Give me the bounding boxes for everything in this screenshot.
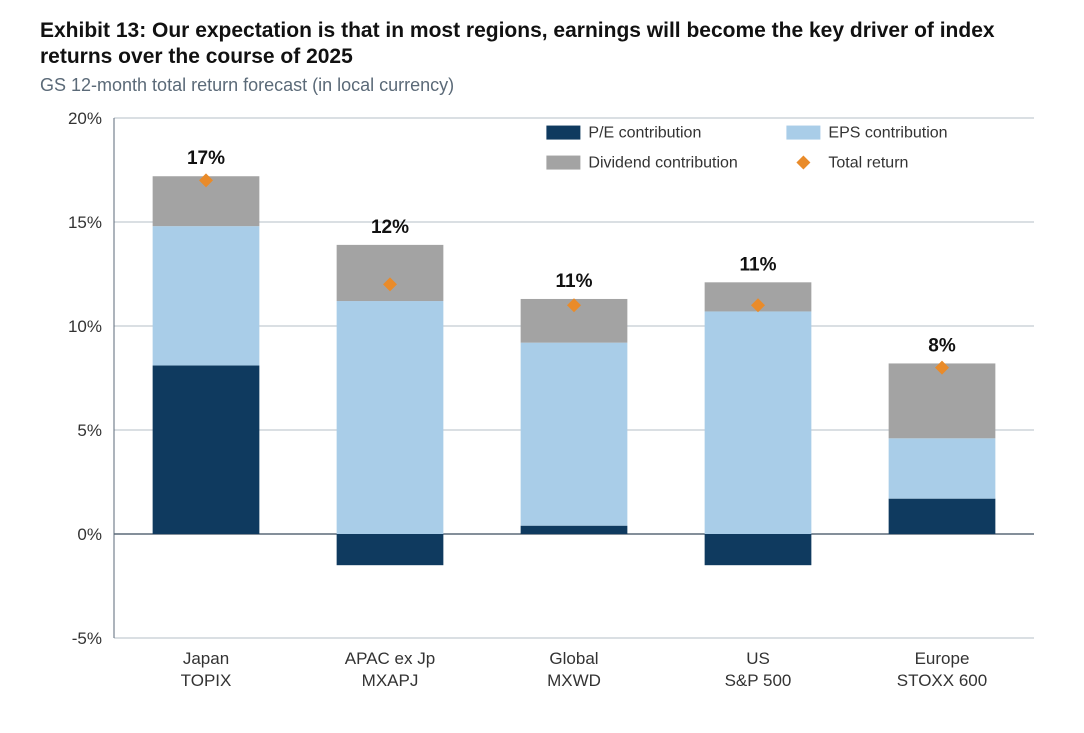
legend-marker-icon bbox=[796, 155, 810, 169]
bar-value-label: 17% bbox=[187, 148, 225, 169]
category-label: TOPIX bbox=[181, 671, 232, 690]
bar-value-label: 11% bbox=[556, 270, 593, 291]
bar-value-label: 8% bbox=[928, 335, 956, 356]
y-tick-label: 0% bbox=[77, 525, 102, 544]
bar-segment-div bbox=[889, 363, 996, 438]
exhibit-subtitle: GS 12-month total return forecast (in lo… bbox=[40, 75, 1044, 96]
bar-segment-pe bbox=[889, 498, 996, 533]
legend-swatch bbox=[786, 125, 820, 139]
exhibit-title: Exhibit 13: Our expectation is that in m… bbox=[40, 18, 1044, 71]
y-tick-label: 15% bbox=[68, 213, 102, 232]
legend-label: P/E contribution bbox=[588, 124, 701, 141]
y-tick-label: 5% bbox=[77, 421, 102, 440]
bar-segment-pe bbox=[153, 365, 260, 533]
bar-segment-eps bbox=[153, 226, 260, 365]
category-label: Europe bbox=[915, 649, 970, 668]
bar-value-label: 11% bbox=[740, 254, 777, 275]
legend-swatch bbox=[546, 125, 580, 139]
category-label: S&P 500 bbox=[725, 671, 792, 690]
category-label: Global bbox=[549, 649, 598, 668]
y-tick-label: 20% bbox=[68, 109, 102, 128]
bar-segment-pe bbox=[705, 534, 812, 565]
bar-segment-eps bbox=[521, 342, 628, 525]
legend-label: Dividend contribution bbox=[588, 154, 737, 171]
stacked-bar-chart: -5% 0% 5% 10% 15% 20% 17% Japan TOPIX 12% APAC ex … bbox=[44, 108, 1044, 708]
bar-segment-eps bbox=[337, 301, 444, 534]
category-label: STOXX 600 bbox=[897, 671, 987, 690]
category-label: Japan bbox=[183, 649, 229, 668]
y-tick-label: 10% bbox=[68, 317, 102, 336]
bar-segment-eps bbox=[705, 311, 812, 534]
y-tick-label: -5% bbox=[72, 629, 102, 648]
exhibit-container: Exhibit 13: Our expectation is that in m… bbox=[0, 0, 1084, 718]
legend-label: Total return bbox=[828, 154, 908, 171]
bar-segment-eps bbox=[889, 438, 996, 498]
legend-swatch bbox=[546, 155, 580, 169]
bar-segment-div bbox=[337, 244, 444, 300]
legend-label: EPS contribution bbox=[828, 124, 947, 141]
category-label: US bbox=[746, 649, 770, 668]
category-label: MXAPJ bbox=[362, 671, 419, 690]
bar-segment-pe bbox=[337, 534, 444, 565]
chart-area: -5% 0% 5% 10% 15% 20% 17% Japan TOPIX 12% APAC ex … bbox=[44, 108, 1044, 708]
category-label: APAC ex Jp bbox=[345, 649, 435, 668]
bar-value-label: 12% bbox=[371, 216, 409, 237]
category-label: MXWD bbox=[547, 671, 601, 690]
bar-segment-pe bbox=[521, 525, 628, 533]
